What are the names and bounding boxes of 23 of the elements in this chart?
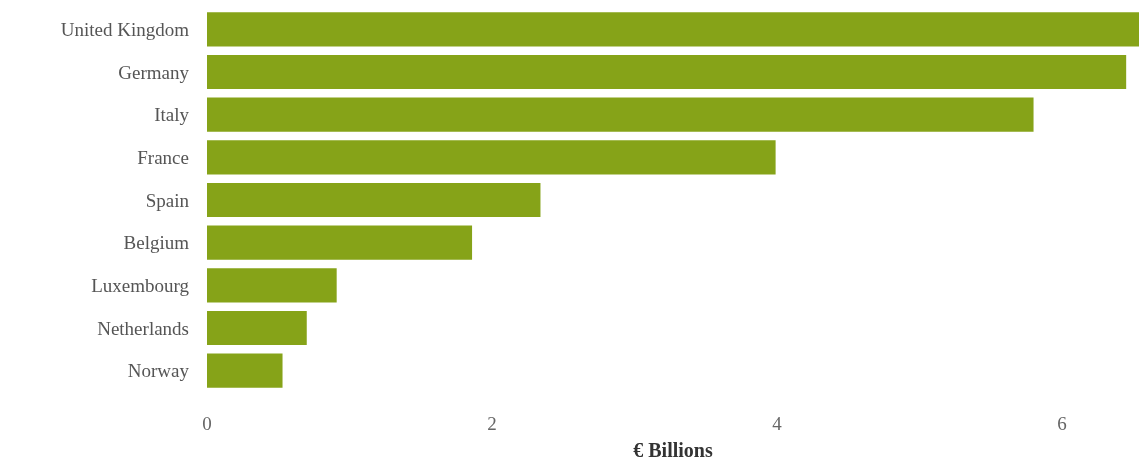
bar (207, 182, 541, 218)
x-tick-label: 6 (1057, 413, 1067, 434)
y-tick-label: Spain (145, 189, 190, 211)
bar (207, 225, 473, 260)
y-tick-label: Netherlands (97, 317, 189, 339)
y-tick-label: Luxembourg (91, 274, 190, 296)
y-tick-label: Norway (127, 360, 190, 382)
y-tick-label: United Kingdom (60, 18, 190, 40)
x-tick-label: 0 (202, 413, 212, 434)
x-tick-label: 2 (487, 413, 497, 434)
bar (207, 310, 307, 346)
bar (207, 97, 1034, 132)
bar (207, 268, 337, 303)
y-tick-label: Italy (154, 104, 190, 126)
bar (207, 12, 1139, 47)
bar (207, 54, 1127, 90)
y-tick-label: Germany (118, 61, 190, 83)
x-axis-title: € Billions (633, 439, 713, 461)
y-tick-label: Belgium (123, 232, 190, 254)
x-tick-label: 4 (772, 413, 783, 434)
y-tick-label: France (137, 146, 189, 168)
bar (207, 140, 776, 175)
bar (207, 353, 283, 388)
